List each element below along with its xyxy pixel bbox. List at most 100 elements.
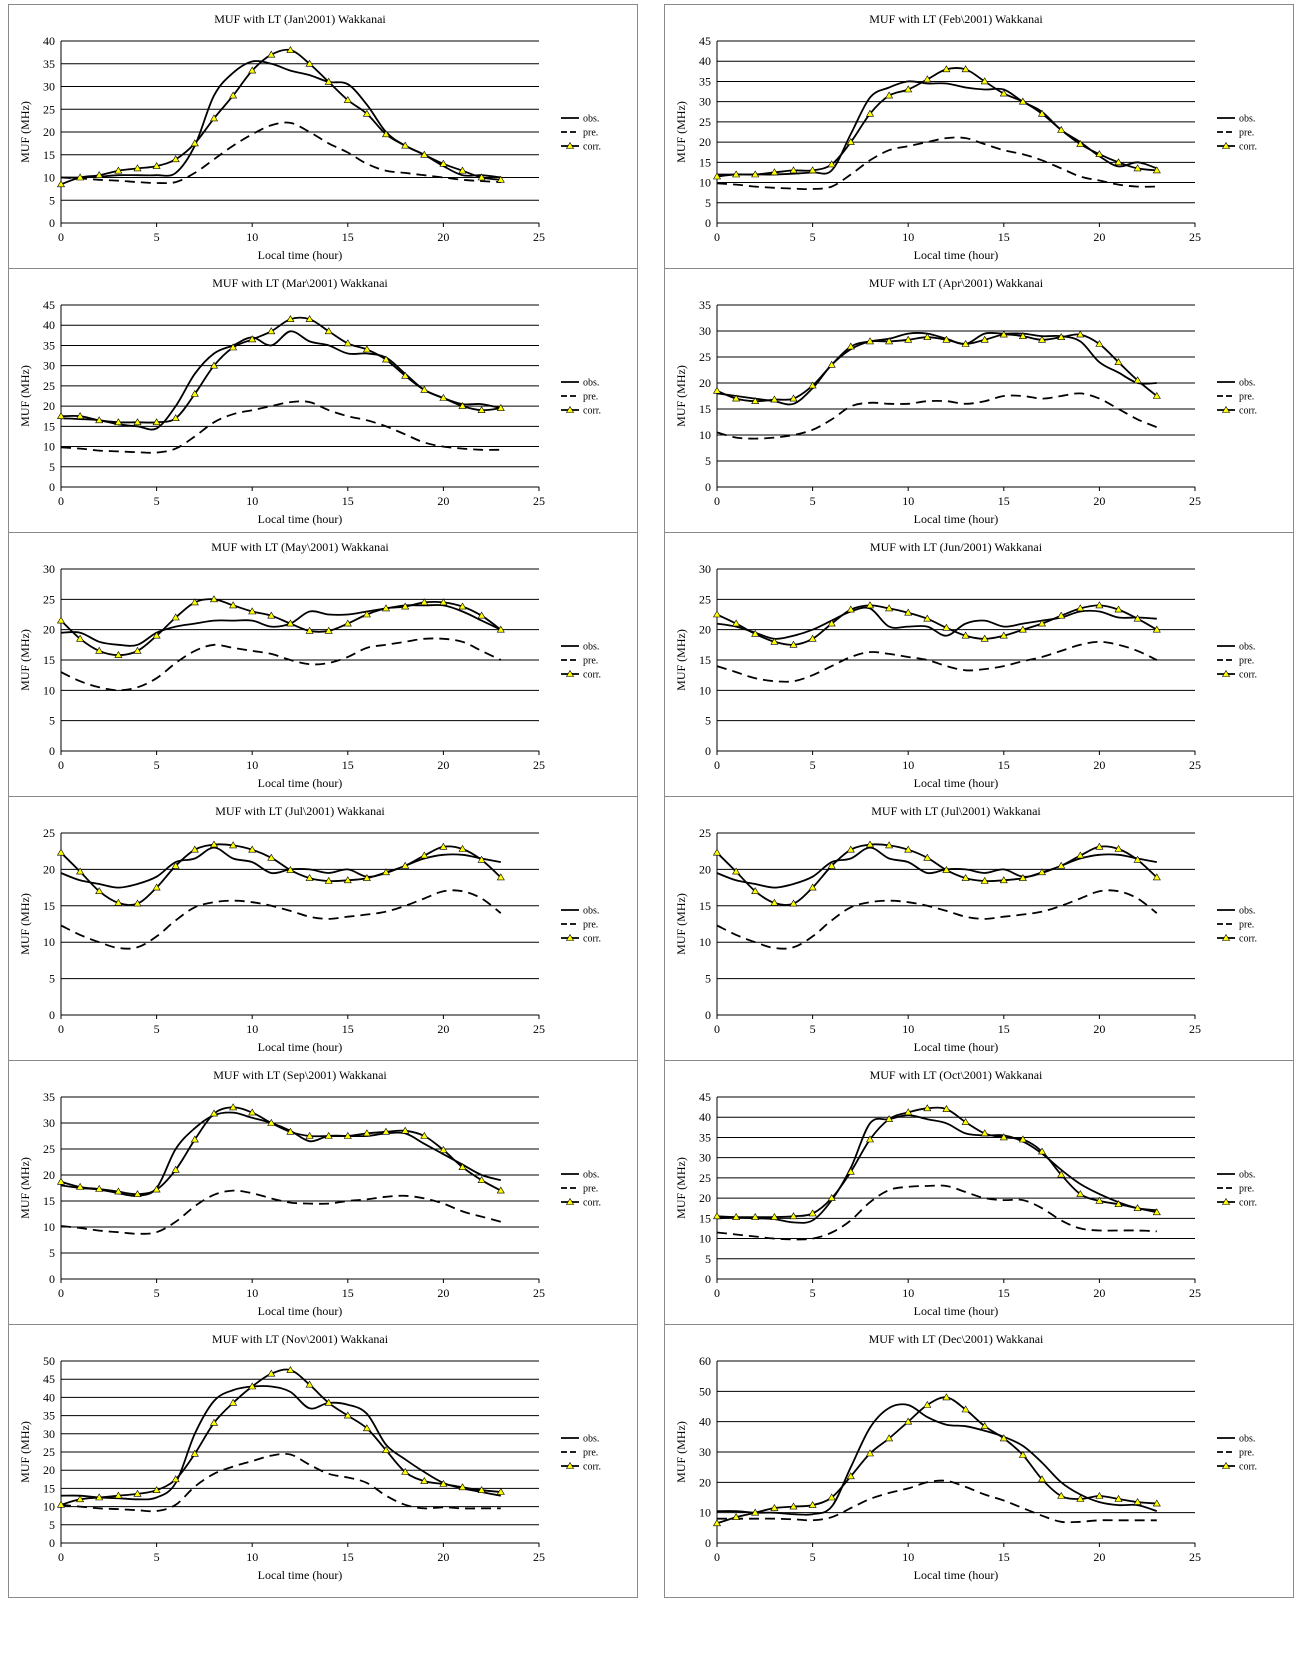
corr-point <box>401 602 410 610</box>
corr-point <box>56 1177 66 1185</box>
y-tick-label: 20 <box>43 399 55 413</box>
corr-point <box>923 1400 932 1408</box>
y-tick-label: 10 <box>699 1232 711 1246</box>
corr-point <box>865 1449 875 1457</box>
y-tick-label: 20 <box>43 862 55 876</box>
corr-point <box>1114 1494 1123 1502</box>
series-line-obs <box>60 1111 502 1197</box>
y-tick-label: 25 <box>699 350 711 364</box>
corr-point <box>190 389 199 397</box>
y-tick-label: 35 <box>699 74 711 88</box>
corr-point <box>324 876 333 884</box>
corr-point <box>712 610 722 618</box>
x-tick-label: 25 <box>1189 1022 1201 1036</box>
x-tick-label: 25 <box>533 494 545 508</box>
x-tick-label: 15 <box>342 1022 354 1036</box>
corr-point <box>1057 125 1066 133</box>
legend-label: pre. <box>583 392 598 403</box>
corr-point <box>846 1167 855 1175</box>
corr-point <box>712 1519 722 1527</box>
corr-point <box>789 166 798 174</box>
corr-point <box>267 1369 276 1377</box>
x-tick-label: 0 <box>58 1286 64 1300</box>
corr-point <box>808 381 817 389</box>
x-tick-label: 25 <box>1189 230 1201 244</box>
y-tick-label: 20 <box>699 862 711 876</box>
chart-svg: MUF with LT (Jul\2001) Wakkanai 0 5 10 15 20 2… <box>18 804 601 1054</box>
series-line-obs <box>716 1114 1157 1224</box>
corr-point <box>439 159 448 167</box>
corr-point <box>904 845 913 853</box>
corr-point <box>248 1108 257 1116</box>
y-tick-label: 10 <box>699 935 711 949</box>
y-tick-label: 0 <box>705 216 711 230</box>
y-tick-label: 15 <box>699 1211 711 1225</box>
corr-point <box>961 339 970 347</box>
legend-label: obs. <box>583 1170 599 1181</box>
corr-point <box>133 899 142 907</box>
corr-point <box>732 1513 741 1520</box>
corr-point <box>789 394 798 402</box>
chart-title: MUF with LT (Jul\2001) Wakkanai <box>871 804 1041 818</box>
y-tick-label: 15 <box>43 899 55 913</box>
y-tick-label: 40 <box>43 1390 55 1404</box>
y-tick-label: 25 <box>699 115 711 129</box>
corr-point <box>56 848 66 856</box>
corr-point <box>248 607 257 615</box>
corr-point <box>458 1483 467 1491</box>
corr-point <box>439 1145 448 1153</box>
corr-point <box>770 395 779 403</box>
corr-point <box>401 1467 410 1475</box>
corr-point <box>420 1477 429 1484</box>
series-line-corr <box>60 48 501 186</box>
x-tick-label: 20 <box>437 1022 449 1036</box>
corr-point <box>133 646 142 654</box>
corr-point <box>999 330 1008 338</box>
corr-point <box>770 898 779 906</box>
corr-point <box>95 887 104 894</box>
corr-point <box>885 337 894 345</box>
corr-point <box>362 109 371 117</box>
series-line-obs <box>60 604 502 647</box>
x-tick-label: 10 <box>246 1022 258 1036</box>
corr-point <box>439 1479 448 1487</box>
x-tick-label: 20 <box>437 1286 449 1300</box>
y-tick-label: 5 <box>705 714 711 728</box>
corr-point <box>827 1194 836 1201</box>
corr-point <box>942 1105 951 1112</box>
corr-point <box>1057 861 1066 869</box>
corr-point <box>751 887 760 894</box>
corr-point <box>846 605 855 613</box>
chart-svg: MUF with LT (Mar\2001) Wakkanai 0 5 10 15 20 2… <box>18 276 601 526</box>
corr-point <box>286 619 295 627</box>
y-tick-label: 50 <box>43 1354 55 1368</box>
corr-point <box>133 1190 142 1197</box>
corr-point <box>865 1135 875 1143</box>
series-line-obs <box>716 846 1157 889</box>
corr-point <box>1152 1208 1161 1216</box>
x-tick-label: 15 <box>998 1286 1010 1300</box>
x-tick-label: 25 <box>533 1022 545 1036</box>
corr-point <box>999 1434 1008 1442</box>
corr-point <box>1037 109 1047 117</box>
corr-point <box>209 114 219 122</box>
corr-point <box>248 845 257 853</box>
y-tick-label: 40 <box>699 54 711 68</box>
chart-title: MUF with LT (Mar\2001) Wakkanai <box>212 276 388 290</box>
corr-point <box>171 155 180 163</box>
legend-marker <box>565 141 575 149</box>
chart-svg: MUF with LT (Oct\2001) Wakkanai 0 5 10 15 20 2… <box>674 1068 1257 1318</box>
legend-label: pre. <box>583 1184 598 1195</box>
y-tick-label: 15 <box>43 653 55 667</box>
legend-label: obs. <box>1239 906 1255 917</box>
y-tick-label: 5 <box>705 1252 711 1266</box>
y-tick-label: 5 <box>49 1518 55 1532</box>
corr-point <box>942 1393 951 1401</box>
corr-point <box>381 604 391 612</box>
x-tick-label: 5 <box>154 1286 160 1300</box>
corr-point <box>1133 855 1142 863</box>
y-tick-label: 15 <box>43 1481 55 1495</box>
corr-point <box>343 1411 352 1419</box>
chart-svg: MUF with LT (Feb\2001) Wakkanai 0 5 10 15 20 2… <box>674 12 1257 262</box>
corr-point <box>1133 1204 1142 1211</box>
